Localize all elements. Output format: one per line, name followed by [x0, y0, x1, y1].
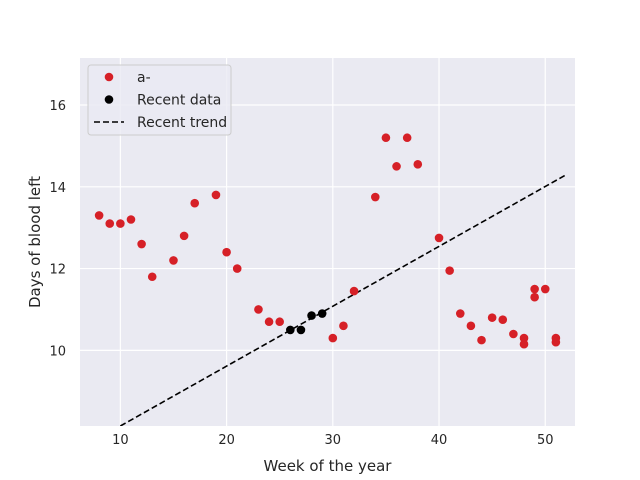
y-tick-label: 10 — [49, 344, 66, 359]
data-point — [349, 286, 359, 296]
data-point — [509, 329, 518, 339]
data-point — [275, 317, 284, 327]
x-axis-label: Week of the year — [264, 457, 393, 475]
data-point — [339, 321, 348, 331]
data-point — [519, 333, 529, 343]
data-point — [232, 264, 242, 273]
data-point — [137, 239, 146, 249]
data-point — [519, 339, 529, 349]
x-tick-label: 20 — [218, 433, 235, 448]
legend-label: Recent trend — [137, 115, 227, 131]
data-point — [126, 215, 136, 224]
data-point — [328, 333, 338, 343]
data-point — [179, 231, 189, 241]
legend-marker — [104, 95, 114, 104]
y-tick-label: 14 — [49, 181, 66, 196]
data-point — [487, 313, 497, 322]
data-point — [222, 247, 231, 257]
data-point — [371, 192, 380, 202]
data-point — [530, 284, 539, 294]
x-tick-label: 40 — [431, 433, 448, 448]
data-point — [434, 233, 444, 243]
legend-marker — [104, 72, 114, 82]
data-point — [455, 309, 465, 318]
data-point — [551, 337, 561, 347]
y-tick-label: 12 — [49, 263, 66, 278]
x-tick-label: 50 — [537, 433, 554, 448]
data-point — [286, 325, 295, 335]
data-point — [540, 284, 550, 294]
legend: a- Recent data Recent trend — [87, 64, 232, 136]
data-point — [211, 190, 221, 200]
x-tick-label: 30 — [325, 433, 342, 448]
legend-box — [87, 64, 232, 136]
data-point — [445, 266, 454, 275]
data-point — [413, 160, 423, 169]
data-point — [116, 219, 125, 228]
data-point — [477, 335, 486, 345]
data-point — [466, 321, 476, 331]
data-point — [381, 133, 391, 143]
data-point — [498, 315, 508, 324]
data-point — [94, 211, 104, 220]
data-point — [264, 317, 274, 327]
data-point — [190, 198, 200, 208]
data-point — [254, 305, 263, 314]
data-point — [530, 292, 539, 302]
x-tick-labels: 10 20 30 40 50 — [112, 433, 553, 448]
data-point — [147, 272, 157, 282]
y-tick-labels: 10 12 14 16 — [49, 99, 66, 359]
legend-label: Recent data — [137, 93, 221, 109]
data-marks — [94, 133, 567, 426]
x-tick-label: 10 — [112, 433, 129, 448]
data-point — [169, 256, 178, 265]
y-tick-label: 16 — [49, 99, 66, 114]
data-point — [307, 311, 316, 320]
trend-line — [119, 173, 567, 426]
data-point — [105, 219, 115, 228]
y-axis-label: Days of blood left — [26, 176, 44, 308]
data-point — [402, 133, 412, 143]
data-point — [317, 309, 327, 318]
data-point — [392, 162, 401, 171]
data-point — [296, 325, 306, 335]
legend-label: a- — [137, 70, 151, 86]
